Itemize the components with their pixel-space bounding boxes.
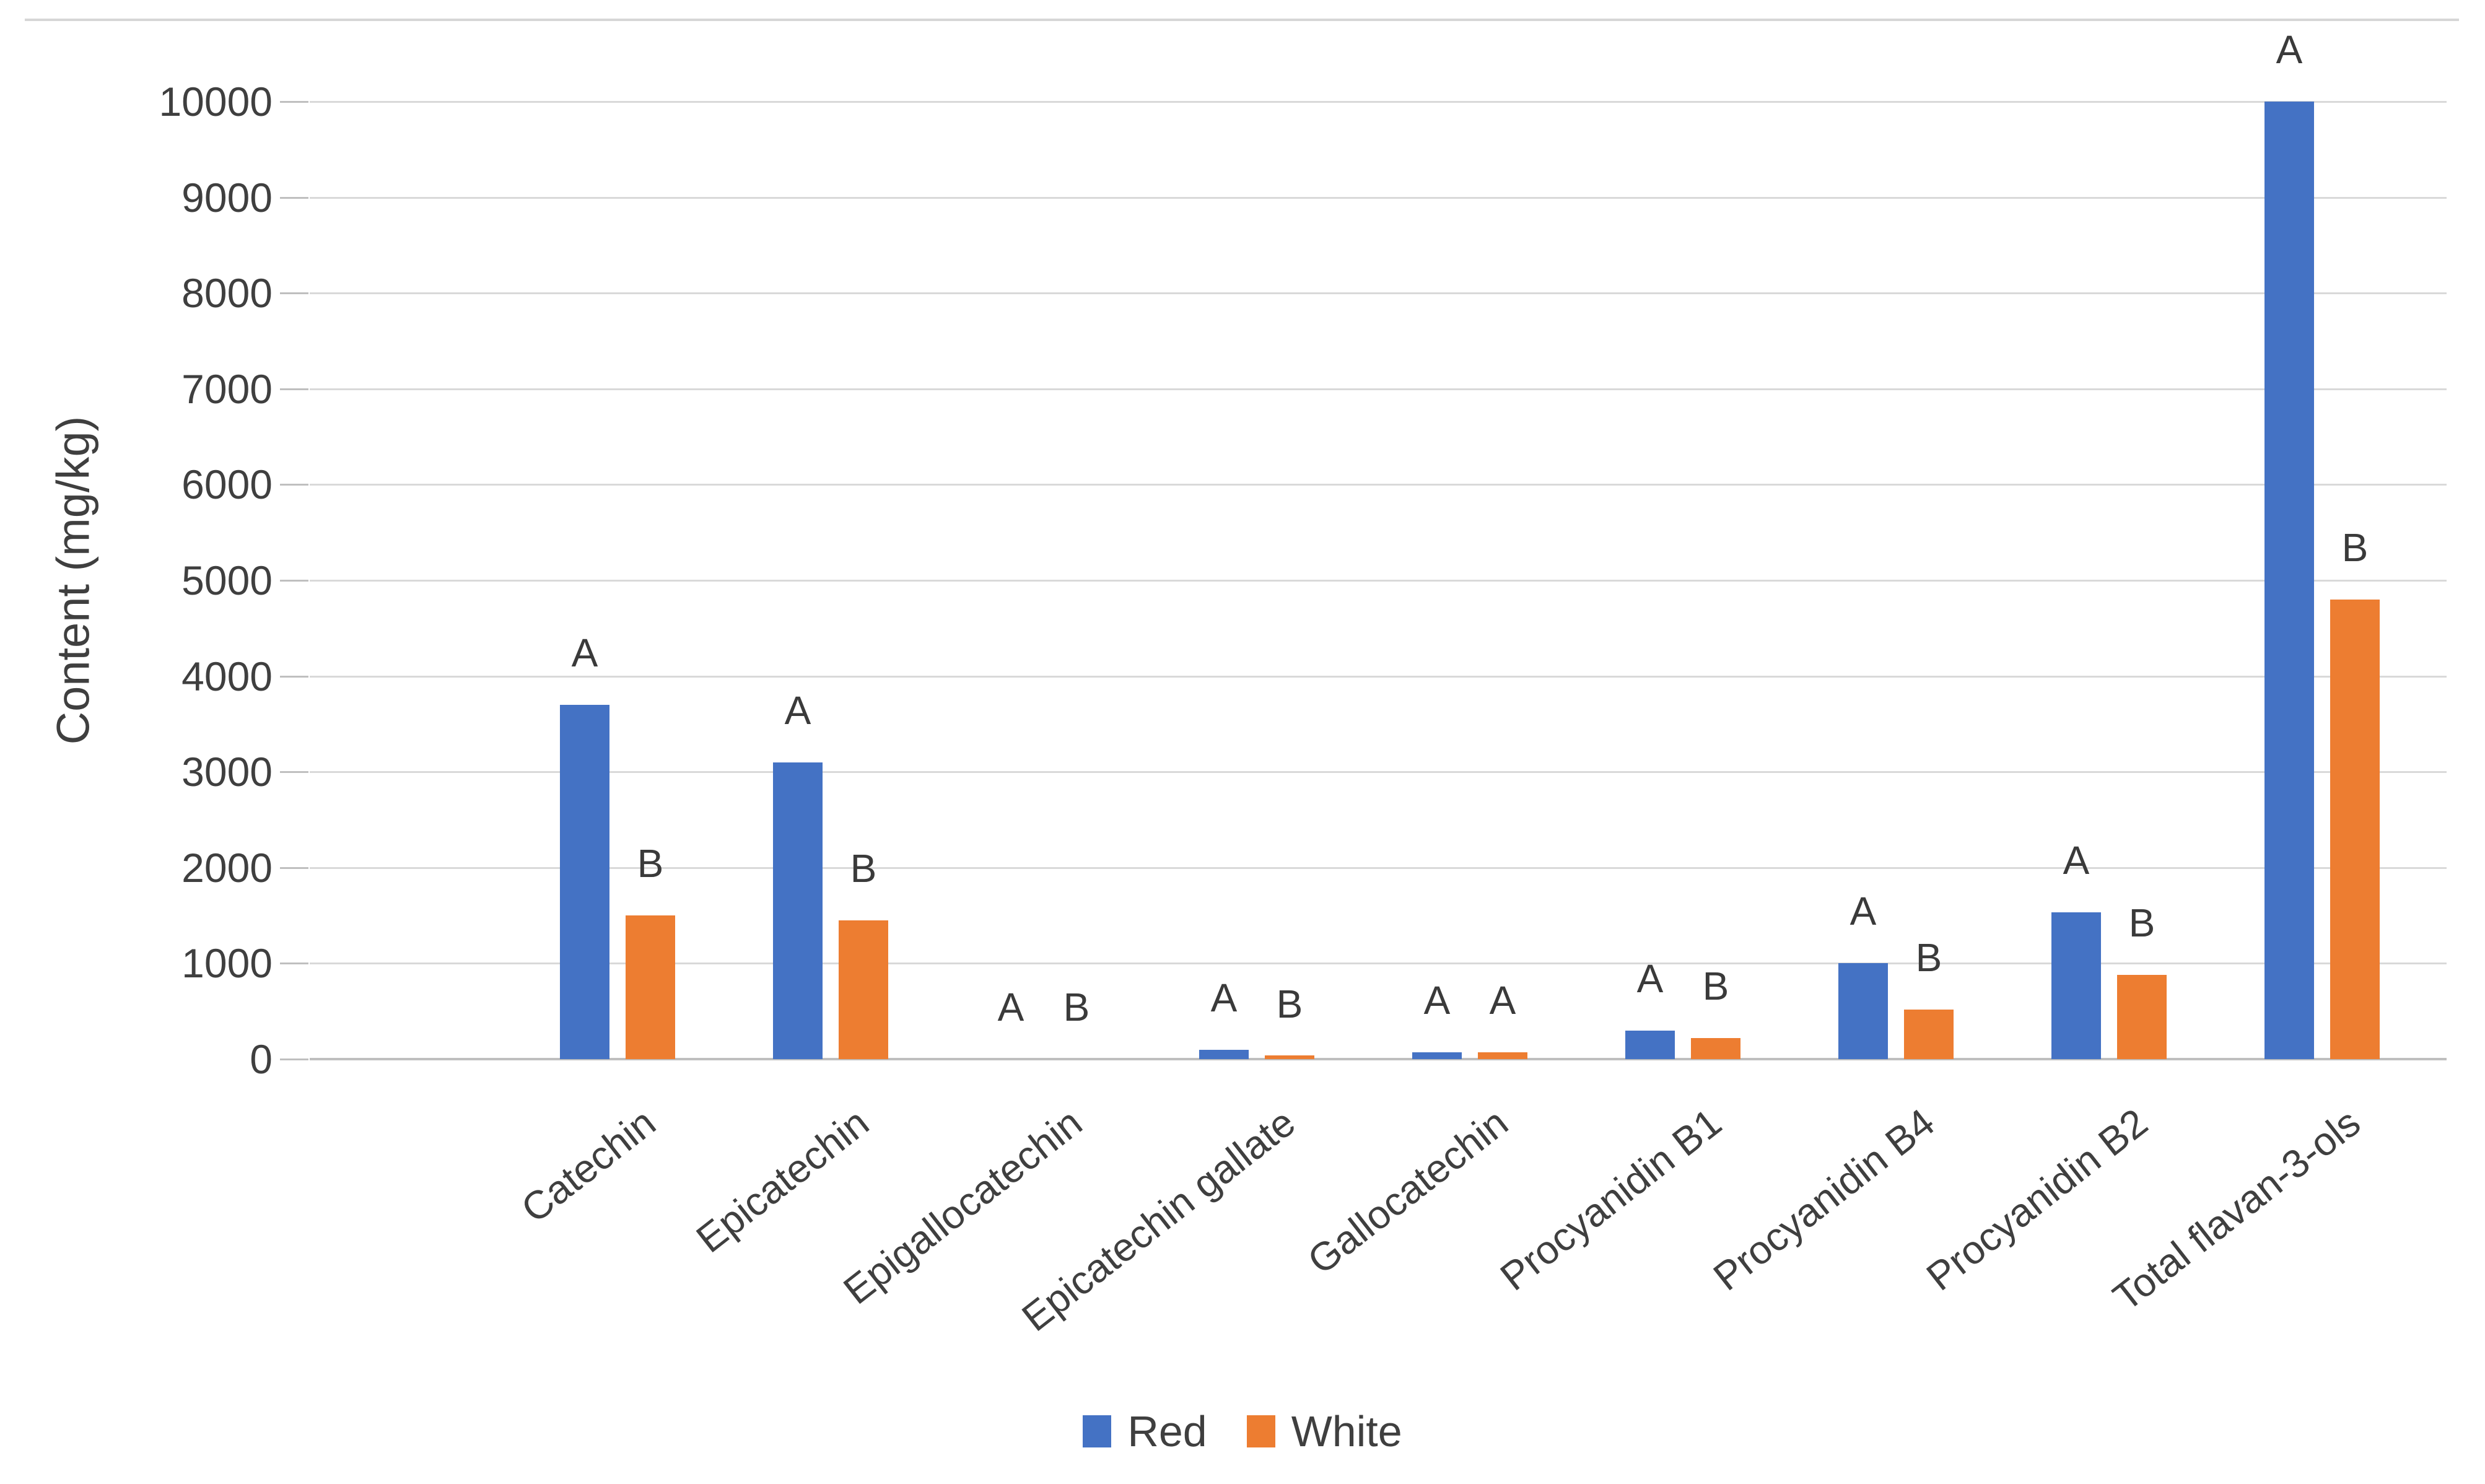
red-series-swatch bbox=[1083, 1415, 1112, 1447]
y-tick-label: 3000 bbox=[181, 749, 273, 795]
legend-entry-white: White bbox=[1246, 1407, 1402, 1456]
bar-white-0 bbox=[626, 915, 675, 1059]
chart-top-border bbox=[25, 19, 2459, 21]
legend: Red White bbox=[0, 1410, 2485, 1453]
y-tick-label: 8000 bbox=[181, 270, 273, 316]
y-tick-mark bbox=[280, 196, 308, 199]
x-category-label: Procyanidin B2 bbox=[1918, 1099, 2155, 1299]
significance-letter: B bbox=[2341, 525, 2369, 570]
bar-white-6 bbox=[1904, 1009, 1954, 1059]
grid-line bbox=[310, 771, 2447, 774]
y-tick-label: 5000 bbox=[181, 557, 273, 603]
y-tick-mark bbox=[280, 101, 308, 103]
significance-letter: A bbox=[1850, 889, 1877, 934]
significance-letter: A bbox=[1489, 978, 1516, 1023]
bar-white-5 bbox=[1691, 1037, 1740, 1059]
y-tick-mark bbox=[280, 292, 308, 295]
y-tick-mark bbox=[280, 484, 308, 486]
significance-letter: B bbox=[850, 845, 877, 891]
bar-red-8 bbox=[2264, 102, 2314, 1059]
y-tick-mark bbox=[280, 1058, 308, 1060]
bar-red-5 bbox=[1625, 1030, 1675, 1059]
bar-white-7 bbox=[2117, 974, 2167, 1059]
grid-line bbox=[310, 580, 2447, 582]
bar-red-7 bbox=[2051, 912, 2101, 1059]
y-tick-label: 4000 bbox=[181, 653, 273, 699]
significance-letter: B bbox=[637, 841, 664, 886]
y-tick-label: 1000 bbox=[181, 940, 273, 987]
y-tick-mark bbox=[280, 771, 308, 774]
grid-line bbox=[310, 388, 2447, 390]
bar-red-6 bbox=[1838, 963, 1888, 1059]
grid-line bbox=[310, 962, 2447, 965]
bar-red-3 bbox=[1199, 1049, 1249, 1059]
y-tick-label: 7000 bbox=[181, 365, 273, 412]
bar-white-4 bbox=[1478, 1052, 1527, 1059]
legend-entry-red: Red bbox=[1083, 1410, 1207, 1453]
bar-red-0 bbox=[560, 704, 609, 1059]
y-tick-mark bbox=[280, 962, 308, 965]
y-tick-label: 6000 bbox=[181, 461, 273, 508]
bar-red-4 bbox=[1412, 1052, 1462, 1059]
x-category-label: Procyanidin B4 bbox=[1705, 1099, 1942, 1299]
significance-letter: A bbox=[2063, 838, 2090, 883]
bar-red-1 bbox=[773, 762, 823, 1059]
significance-letter: B bbox=[2128, 900, 2155, 945]
significance-letter: A bbox=[2276, 27, 2303, 72]
y-tick-label: 2000 bbox=[181, 844, 273, 891]
y-tick-mark bbox=[280, 388, 308, 390]
grid-line bbox=[310, 675, 2447, 678]
significance-letter: A bbox=[997, 985, 1024, 1029]
y-tick-label: 9000 bbox=[181, 174, 273, 220]
x-axis-line bbox=[310, 1058, 2447, 1060]
y-tick-mark bbox=[280, 675, 308, 678]
legend-label-white: White bbox=[1291, 1407, 1402, 1456]
bar-white-3 bbox=[1265, 1055, 1314, 1059]
significance-letter: A bbox=[1210, 975, 1238, 1020]
grid-line bbox=[310, 484, 2447, 486]
grid-line bbox=[310, 101, 2447, 103]
bar-white-8 bbox=[2330, 599, 2380, 1059]
significance-letter: A bbox=[571, 630, 598, 675]
x-category-label: Catechin bbox=[513, 1099, 664, 1232]
grid-line bbox=[310, 196, 2447, 199]
y-tick-label: 0 bbox=[250, 1036, 273, 1082]
significance-letter: B bbox=[1915, 935, 1942, 980]
significance-letter: A bbox=[1636, 956, 1664, 1001]
white-series-swatch bbox=[1246, 1415, 1275, 1447]
bar-white-1 bbox=[839, 920, 888, 1059]
grid-line bbox=[310, 866, 2447, 869]
significance-letter: B bbox=[1702, 963, 1729, 1008]
x-category-label: Procyanidin B1 bbox=[1491, 1099, 1729, 1299]
y-tick-label: 10000 bbox=[159, 79, 273, 124]
y-tick-mark bbox=[280, 866, 308, 869]
significance-letter: B bbox=[1276, 982, 1303, 1027]
x-category-label: Epicatechin bbox=[688, 1099, 877, 1262]
significance-letter: B bbox=[1063, 985, 1090, 1029]
significance-letter: A bbox=[784, 687, 811, 733]
y-tick-mark bbox=[280, 580, 308, 582]
x-category-label: Gallocatechin bbox=[1299, 1099, 1516, 1283]
legend-label-red: Red bbox=[1127, 1407, 1207, 1456]
grid-line bbox=[310, 292, 2447, 295]
significance-letter: A bbox=[1423, 978, 1451, 1023]
